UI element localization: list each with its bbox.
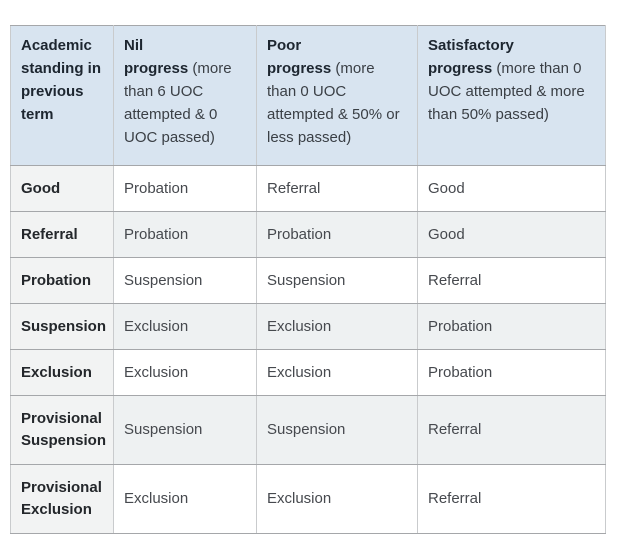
cell-poor-progress: Exclusion xyxy=(256,349,418,396)
col-header-satisfactory-note: (more than 0 UOC attempted & more than 5… xyxy=(428,60,585,123)
header-row: Academic standing in previous term Nil p… xyxy=(10,25,606,166)
cell-satisfactory-progress: Good xyxy=(417,211,606,258)
col-header-academic-standing: Academic standing in previous term xyxy=(10,25,114,166)
table-row: Referral Probation Probation Good xyxy=(10,211,606,258)
row-header-standing: Referral xyxy=(10,211,114,258)
row-header-standing: Exclusion xyxy=(10,349,114,396)
col-header-nil-note: (more than 6 UOC attempted & 0 UOC passe… xyxy=(124,60,232,146)
table-row: Probation Suspension Suspension Referral xyxy=(10,257,606,304)
col-header-satisfactory-title: Satisfactory xyxy=(428,37,514,54)
col-header-poor-progress: Poor progress (more than 0 UOC attempted… xyxy=(256,25,418,166)
cell-nil-progress: Suspension xyxy=(113,395,257,465)
cell-poor-progress: Exclusion xyxy=(256,464,418,534)
table-row: Good Probation Referral Good xyxy=(10,165,606,212)
cell-poor-progress: Probation xyxy=(256,211,418,258)
cell-poor-progress: Exclusion xyxy=(256,303,418,350)
cell-satisfactory-progress: Good xyxy=(417,165,606,212)
table-header: Academic standing in previous term Nil p… xyxy=(10,25,606,166)
cell-nil-progress: Probation xyxy=(113,165,257,212)
cell-satisfactory-progress: Referral xyxy=(417,464,606,534)
cell-poor-progress: Referral xyxy=(256,165,418,212)
row-header-standing: Good xyxy=(10,165,114,212)
row-header-standing: Probation xyxy=(10,257,114,304)
cell-nil-progress: Suspension xyxy=(113,257,257,304)
cell-poor-progress: Suspension xyxy=(256,257,418,304)
cell-nil-progress: Exclusion xyxy=(113,349,257,396)
academic-standing-table: Academic standing in previous term Nil p… xyxy=(10,25,606,534)
row-header-standing: Provisional Suspension xyxy=(10,395,114,465)
col-header-satisfactory-progress: Satisfactory progress (more than 0 UOC a… xyxy=(417,25,606,166)
cell-satisfactory-progress: Probation xyxy=(417,349,606,396)
cell-satisfactory-progress: Referral xyxy=(417,395,606,465)
table-row: Exclusion Exclusion Exclusion Probation xyxy=(10,349,606,396)
col-header-nil-title: Nil xyxy=(124,37,144,54)
col-header-poor-title2: progress xyxy=(267,60,332,77)
col-header-satisfactory-title2: progress xyxy=(428,60,493,77)
col-header-nil-title2: progress xyxy=(124,60,189,77)
col-header-nil-progress: Nil progress (more than 6 UOC attempted … xyxy=(113,25,257,166)
table-row: Suspension Exclusion Exclusion Probation xyxy=(10,303,606,350)
table-body: Good Probation Referral Good Referral Pr… xyxy=(10,165,606,534)
table-row: Provisional Suspension Suspension Suspen… xyxy=(10,395,606,465)
col-header-poor-title: Poor xyxy=(267,37,302,54)
cell-satisfactory-progress: Probation xyxy=(417,303,606,350)
col-header-poor-note: (more than 0 UOC attempted & 50% or less… xyxy=(267,60,400,146)
cell-poor-progress: Suspension xyxy=(256,395,418,465)
cell-nil-progress: Exclusion xyxy=(113,464,257,534)
cell-nil-progress: Exclusion xyxy=(113,303,257,350)
row-header-standing: Provisional Exclusion xyxy=(10,464,114,534)
row-header-standing: Suspension xyxy=(10,303,114,350)
col-header-academic-standing-label: Academic standing in previous term xyxy=(21,37,101,123)
table-row: Provisional Exclusion Exclusion Exclusio… xyxy=(10,464,606,534)
cell-satisfactory-progress: Referral xyxy=(417,257,606,304)
cell-nil-progress: Probation xyxy=(113,211,257,258)
